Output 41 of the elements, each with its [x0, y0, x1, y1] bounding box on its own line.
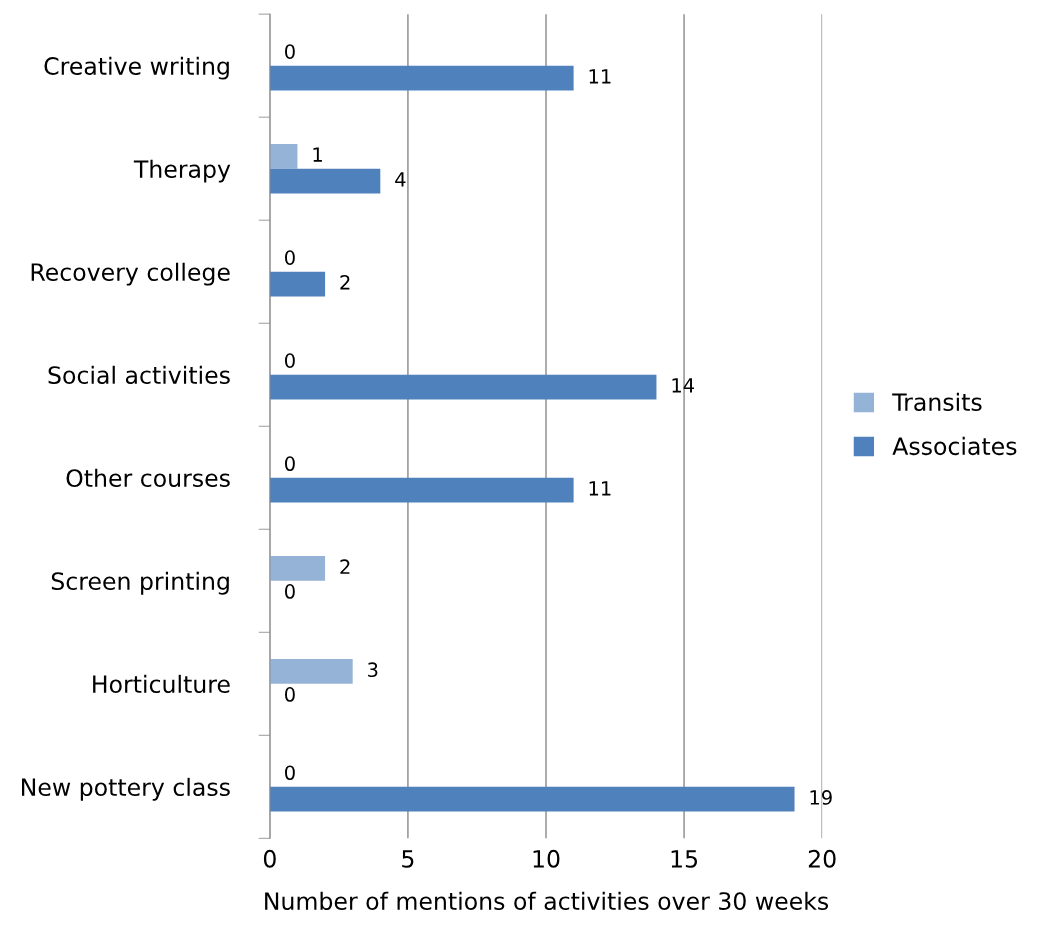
y-tick-label: Other courses — [66, 468, 230, 488]
data-label: 0 — [285, 765, 295, 781]
x-axis-title: Number of mentions of activities over 30 weeks — [265, 891, 829, 911]
y-tick-label: New pottery class — [22, 777, 230, 801]
data-label: 19 — [810, 790, 832, 805]
data-label: 0 — [285, 584, 295, 599]
x-tick-label: 0 — [263, 849, 276, 868]
bar — [269, 477, 574, 503]
bar — [269, 168, 381, 194]
data-label: 0 — [285, 687, 295, 702]
data-label: 0 — [285, 250, 295, 265]
data-label: 2 — [340, 559, 350, 574]
data-label: 0 — [285, 44, 295, 59]
y-tick-label: Screen printing — [51, 571, 229, 595]
bar — [269, 65, 574, 91]
data-label: 14 — [672, 378, 694, 393]
bar — [269, 786, 795, 812]
data-label: 4 — [395, 172, 406, 187]
x-tick-label: 20 — [808, 849, 836, 868]
data-label: 2 — [340, 275, 350, 290]
data-label: 0 — [285, 353, 295, 368]
data-label: 11 — [589, 69, 611, 84]
x-tick-label: 10 — [533, 849, 560, 868]
bar — [269, 143, 298, 169]
bar — [269, 659, 353, 684]
x-tick-label: 15 — [671, 850, 698, 868]
data-label: 1 — [313, 147, 322, 162]
y-tick-label: Creative writing — [44, 56, 229, 80]
y-tick-label: Therapy — [133, 159, 231, 183]
legend-label: Transits — [892, 392, 982, 412]
data-label: 0 — [285, 456, 295, 472]
data-label: 3 — [368, 662, 378, 678]
bar — [269, 556, 326, 581]
legend-label: Associates — [892, 436, 1017, 456]
y-tick-label: Horticulture — [93, 674, 230, 694]
x-tick-label: 5 — [402, 850, 414, 868]
data-label: 11 — [589, 481, 611, 496]
bar — [269, 271, 326, 297]
y-tick-label: Recovery college — [31, 262, 230, 286]
y-tick-label: Social activities — [48, 365, 230, 385]
bar — [269, 374, 657, 400]
